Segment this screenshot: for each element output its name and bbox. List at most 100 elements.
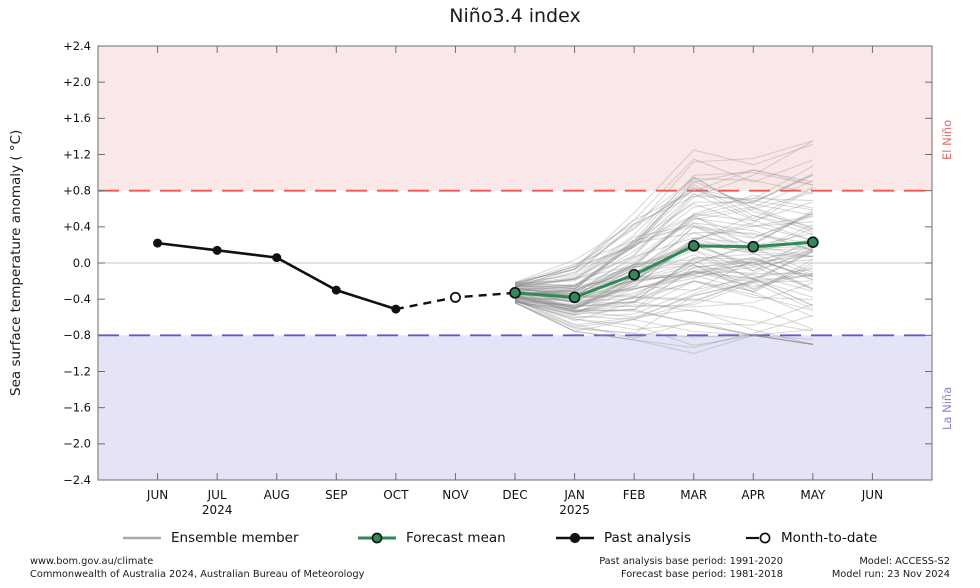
ensemble-member-line bbox=[514, 177, 814, 283]
forecast-mean-marker bbox=[687, 240, 700, 252]
ensemble-member-line bbox=[514, 299, 813, 345]
forecast-mean-marker bbox=[747, 240, 760, 253]
footer-base-periods: Past analysis base period: 1991-2020 For… bbox=[599, 556, 783, 581]
ensemble-member-line bbox=[514, 298, 813, 345]
legend-label-forecast: Forecast mean bbox=[406, 530, 506, 546]
y-tick-label: +1.6 bbox=[63, 111, 91, 125]
legend-label-mtd: Month-to-date bbox=[781, 530, 878, 546]
ensemble-member-line bbox=[514, 173, 814, 288]
x-tick-label: SEP bbox=[325, 488, 347, 502]
ensemble-member-line bbox=[514, 177, 814, 283]
ensemble-member-line bbox=[514, 248, 814, 297]
ensemble-member-line bbox=[514, 257, 814, 310]
model-run-date: Model run: 23 Nov 2024 bbox=[831, 568, 950, 580]
ensemble-member-line bbox=[514, 254, 814, 307]
ensemble-member-line bbox=[514, 140, 814, 288]
forecast-mean-marker bbox=[509, 287, 521, 299]
y-tick-label: +0.8 bbox=[63, 183, 91, 197]
ensemble-member-line bbox=[514, 258, 814, 301]
ensemble-member-line bbox=[514, 259, 814, 312]
ensemble-member-line bbox=[514, 249, 813, 306]
ensemble-member-line bbox=[514, 197, 813, 291]
y-tick-label: +0.4 bbox=[63, 220, 91, 234]
ensemble-member-line bbox=[514, 190, 814, 286]
ensemble-member-line bbox=[514, 300, 813, 347]
el-nino-region bbox=[98, 46, 932, 191]
legend-item-mtd: Month-to-date bbox=[745, 524, 877, 552]
ensemble-member-line bbox=[514, 249, 814, 310]
ensemble-member-line bbox=[514, 253, 813, 322]
footer-url: www.bom.gov.au/climate bbox=[30, 556, 154, 567]
y-tick-label: −1.6 bbox=[63, 400, 91, 414]
ensemble-member-line bbox=[514, 302, 813, 338]
forecast-mean-marker bbox=[628, 268, 640, 281]
legend-item-forecast: Forecast mean bbox=[357, 524, 506, 552]
ensemble-member-line bbox=[514, 158, 814, 284]
ensemble-member-line bbox=[514, 271, 814, 313]
ensemble-member-line bbox=[514, 249, 814, 332]
legend: Ensemble member Forecast mean Past analy… bbox=[0, 524, 980, 552]
ensemble-member-line bbox=[514, 212, 814, 306]
ensemble-member-line bbox=[514, 169, 814, 287]
chart-title: Niño3.4 index bbox=[449, 5, 581, 27]
forecast-mean-marker bbox=[568, 291, 581, 304]
y-tick-label: 0.0 bbox=[73, 256, 91, 270]
y-tick-label: −0.4 bbox=[63, 292, 91, 306]
forecast-base-period: Forecast base period: 1981-2018 bbox=[620, 568, 783, 580]
la-nina-region-label: La Niña bbox=[940, 386, 954, 430]
past-analysis-marker bbox=[272, 253, 282, 263]
ensemble-member-line bbox=[514, 165, 814, 284]
ensemble-member-line bbox=[514, 301, 814, 349]
ensemble-member-line bbox=[514, 237, 814, 292]
x-year-label: 2025 bbox=[559, 503, 590, 517]
ensemble-member-line bbox=[514, 184, 814, 293]
ensemble-member-line bbox=[514, 244, 814, 287]
y-tick-label: −1.2 bbox=[63, 364, 91, 378]
ensemble-member-line bbox=[514, 282, 814, 312]
ensemble-member-line bbox=[514, 300, 813, 345]
ensemble-member-line bbox=[514, 210, 814, 296]
legend-item-ensemble: Ensemble member bbox=[122, 524, 299, 552]
ensemble-member-line bbox=[514, 244, 813, 295]
past-analysis-line bbox=[157, 241, 397, 311]
ensemble-lines bbox=[514, 140, 814, 354]
nino34-plot: +2.4 +2.0 +1.6 +1.2 +0.8 +0.4 0.0 −0.4 −0.8 −1.2 −… bbox=[63, 39, 933, 517]
past-analysis-series bbox=[153, 238, 401, 314]
ensemble-member-line bbox=[514, 224, 813, 287]
x-tick-label: JUL bbox=[207, 488, 227, 502]
ensemble-member-line bbox=[514, 297, 814, 326]
month-to-date-marker bbox=[449, 291, 461, 303]
past-analysis-marker bbox=[212, 245, 222, 255]
ensemble-member-swatch-icon bbox=[123, 536, 161, 540]
ensemble-member-line bbox=[514, 140, 814, 295]
ensemble-member-line bbox=[514, 232, 814, 295]
ensemble-member-line bbox=[514, 240, 814, 309]
past-analysis-swatch-icon bbox=[556, 532, 594, 544]
ensemble-member-line bbox=[514, 225, 813, 296]
ensemble-member-line bbox=[514, 274, 813, 313]
ensemble-member-line bbox=[514, 187, 814, 289]
ensemble-member-line bbox=[514, 273, 813, 320]
x-tick-label: JUN bbox=[861, 488, 883, 502]
x-year-label: 2024 bbox=[202, 503, 233, 517]
threshold-lines bbox=[98, 189, 932, 337]
x-tick-label: JAN bbox=[563, 488, 585, 502]
ensemble-member-line bbox=[514, 256, 814, 295]
ensemble-member-line bbox=[514, 176, 814, 285]
x-tick-label: DEC bbox=[502, 488, 527, 502]
footer-copyright: Commonwealth of Australia 2024, Australi… bbox=[30, 568, 365, 580]
y-tick-label: −0.8 bbox=[63, 328, 91, 342]
ensemble-member-line bbox=[514, 193, 814, 287]
ensemble-member-line bbox=[514, 171, 814, 286]
ensemble-member-line bbox=[514, 280, 813, 302]
x-tick-label: APR bbox=[741, 488, 765, 502]
legend-label-ensemble: Ensemble member bbox=[171, 530, 299, 546]
x-tick-label: NOV bbox=[442, 488, 469, 502]
ensemble-member-line bbox=[514, 212, 814, 288]
ensemble-member-line bbox=[514, 259, 814, 316]
x-tick-label: FEB bbox=[623, 488, 646, 502]
past-analysis-marker bbox=[391, 304, 401, 314]
x-tick-label: MAR bbox=[680, 488, 707, 502]
ensemble-member-line bbox=[514, 174, 814, 290]
